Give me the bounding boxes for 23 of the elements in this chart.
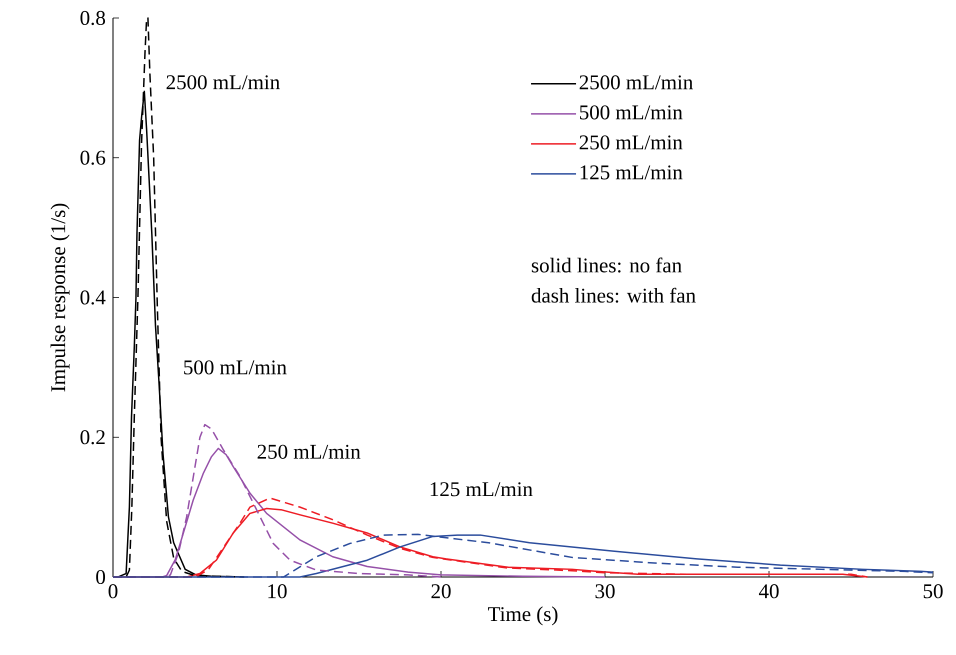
annotation: dash lines: with fan bbox=[532, 288, 696, 303]
legend-label: 500 mL/min bbox=[580, 105, 683, 120]
y-tick-label: 0.4 bbox=[80, 290, 106, 305]
x-tick-label: 20 bbox=[431, 584, 451, 598]
y-tick-label: 0.2 bbox=[80, 430, 105, 444]
y-tick-label: 0.6 bbox=[80, 150, 106, 165]
y-axis-title: Impulse response (1/s) bbox=[50, 204, 70, 392]
x-tick-label: 0 bbox=[108, 584, 118, 598]
y-tick-label: 0.8 bbox=[80, 10, 106, 26]
legend-label: 125 mL/min bbox=[580, 165, 683, 180]
annotation: 2500 mL/min bbox=[166, 75, 280, 90]
x-tick-label: 30 bbox=[596, 584, 615, 598]
annotation: solid lines: no fan bbox=[532, 258, 682, 273]
x-tick-label: 10 bbox=[268, 584, 287, 598]
legend-label: 2500 mL/min bbox=[580, 75, 693, 90]
x-tick-label: 40 bbox=[758, 584, 779, 598]
x-tick-label: 50 bbox=[924, 584, 943, 598]
y-tick-label: 0 bbox=[96, 570, 106, 584]
x-axis-title: Time (s) bbox=[488, 606, 558, 626]
annotation: 250 mL/min bbox=[258, 444, 360, 459]
annotation: 125 mL/min bbox=[430, 482, 533, 496]
legend-label: 250 mL/min bbox=[580, 135, 683, 150]
annotation: 500 mL/min bbox=[184, 360, 287, 374]
